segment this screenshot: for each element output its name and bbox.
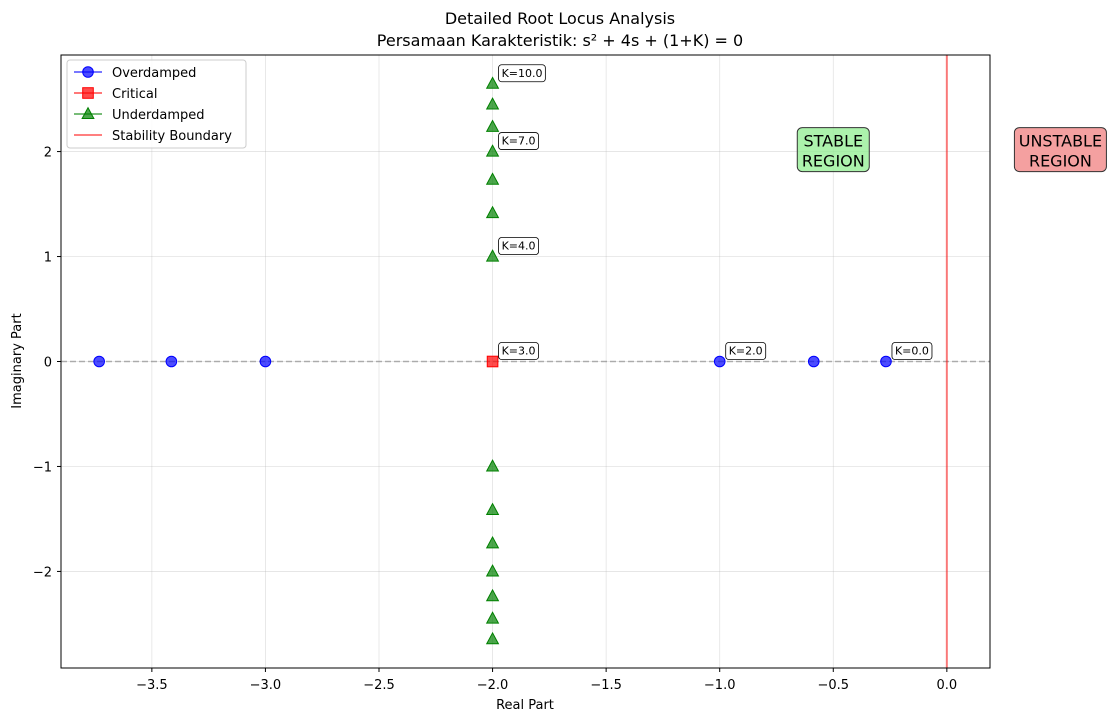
- k-annotation-box: [498, 64, 546, 83]
- legend-box: [66, 59, 247, 149]
- legend-label-overdamped: Overdamped: [112, 66, 196, 81]
- underdamped-pole: [485, 611, 500, 624]
- region-label-box: [1013, 127, 1107, 173]
- legend-label-underdamped: Underdamped: [112, 108, 205, 123]
- underdamped-pole: [485, 119, 500, 132]
- underdamped-pole: [485, 144, 500, 157]
- overdamped-pole: [713, 355, 726, 368]
- k-annotation-label: K=7.0: [502, 135, 536, 148]
- overdamped-pole: [259, 355, 272, 368]
- legend-label-stability-boundary: Stability Boundary: [112, 129, 232, 144]
- k-annotation-box: [498, 342, 539, 360]
- legend: Overdamped Critical Underdamped Stability B…: [66, 59, 247, 149]
- underdamped-pole: [485, 172, 500, 185]
- data-points: [93, 76, 892, 645]
- x-tick-label: −3.5: [136, 678, 168, 693]
- k-annotations: K=10.0 K=7.0 K=4.0 K=3.0 K=2.0 K=0.0: [498, 64, 933, 360]
- underdamped-pole: [485, 76, 500, 89]
- underdamped-pole: [485, 249, 500, 262]
- x-tick-label: −2.5: [363, 678, 395, 693]
- region-label-text: STABLE: [803, 132, 863, 151]
- x-tick-label: −2.0: [477, 678, 509, 693]
- axis-ticks: −3.5 −3.0 −2.5 −2.0 −1.5 −1.0 −0.5 0.0 −2 −1 0 1 2: [33, 146, 957, 693]
- underdamped-pole: [485, 631, 500, 645]
- underdamped-pole: [485, 588, 500, 602]
- k-annotation-label: K=0.0: [895, 345, 929, 358]
- y-tick-label: 2: [44, 146, 52, 161]
- k-annotation-box: [891, 342, 933, 360]
- region-label-text: REGION: [802, 152, 865, 171]
- overdamped-pole: [93, 355, 105, 368]
- underdamped-pole: [485, 205, 500, 219]
- k-annotation-box: [498, 237, 539, 255]
- x-tick-label: 0.0: [936, 678, 957, 693]
- region-label-text: UNSTABLE: [1019, 132, 1102, 151]
- underdamped-pole: [485, 564, 500, 577]
- region-label-text: REGION: [1029, 152, 1092, 171]
- k-annotation-box: [498, 132, 539, 150]
- x-tick-label: −1.0: [704, 678, 736, 693]
- k-annotation-label: K=4.0: [502, 240, 536, 253]
- underdamped-pole: [485, 97, 500, 110]
- chart-subtitle: Persamaan Karakteristik: s² + 4s + (1+K)…: [377, 31, 743, 50]
- k-annotation-label: K=10.0: [502, 67, 543, 80]
- k-annotation-label: K=2.0: [729, 345, 763, 358]
- region-label-box: [796, 127, 870, 173]
- x-tick-label: −0.5: [817, 678, 849, 693]
- y-axis-label: Imaginary Part: [10, 313, 25, 408]
- overdamped-pole: [807, 355, 820, 368]
- x-tick-label: −3.0: [250, 678, 282, 693]
- overdamped-pole: [880, 355, 892, 368]
- legend-marker-critical: [82, 87, 94, 99]
- reference-lines: [61, 55, 990, 668]
- overdamped-pole: [165, 355, 178, 368]
- underdamped-pole: [485, 535, 500, 549]
- k-annotation-box: [725, 342, 767, 360]
- legend-marker-overdamped: [82, 66, 94, 78]
- y-tick-label: −1: [33, 460, 52, 475]
- y-tick-label: −2: [33, 565, 52, 580]
- legend-label-critical: Critical: [112, 87, 157, 102]
- underdamped-pole: [485, 502, 500, 515]
- y-tick-label: 1: [44, 251, 52, 266]
- underdamped-pole: [485, 459, 500, 472]
- chart-title: Detailed Root Locus Analysis: [445, 9, 675, 28]
- critical-pole: [486, 355, 499, 368]
- k-annotation-label: K=3.0: [502, 345, 536, 358]
- legend-marker-underdamped: [81, 106, 95, 120]
- x-axis-label: Real Part: [496, 698, 554, 713]
- x-tick-label: −1.5: [590, 678, 622, 693]
- y-tick-label: 0: [44, 356, 52, 371]
